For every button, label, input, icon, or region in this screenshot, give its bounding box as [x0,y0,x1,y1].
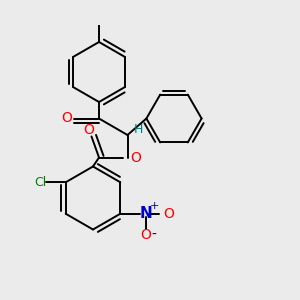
Text: Cl: Cl [35,176,47,189]
Text: +: + [150,201,160,211]
Text: O: O [84,123,94,137]
Text: N: N [140,206,152,221]
Text: H: H [134,123,144,136]
Text: O: O [140,228,151,242]
Text: O: O [130,151,141,164]
Text: -: - [152,228,157,242]
Text: O: O [61,112,72,125]
Text: O: O [163,207,174,221]
